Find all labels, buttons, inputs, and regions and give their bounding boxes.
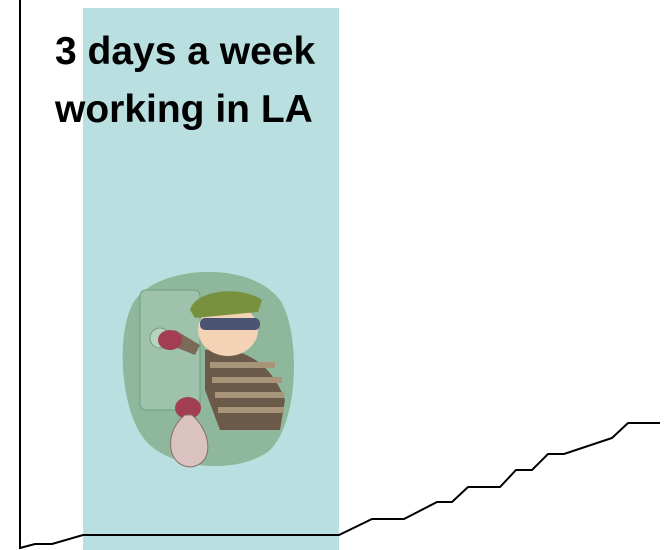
title-line: 3 days a week xyxy=(55,30,315,73)
burglar-clipart xyxy=(123,272,294,467)
title-line: working in LA xyxy=(54,88,313,131)
slide: 3 days a week working in LA xyxy=(0,0,664,550)
slide-canvas: 3 days a week working in LA xyxy=(0,0,664,550)
